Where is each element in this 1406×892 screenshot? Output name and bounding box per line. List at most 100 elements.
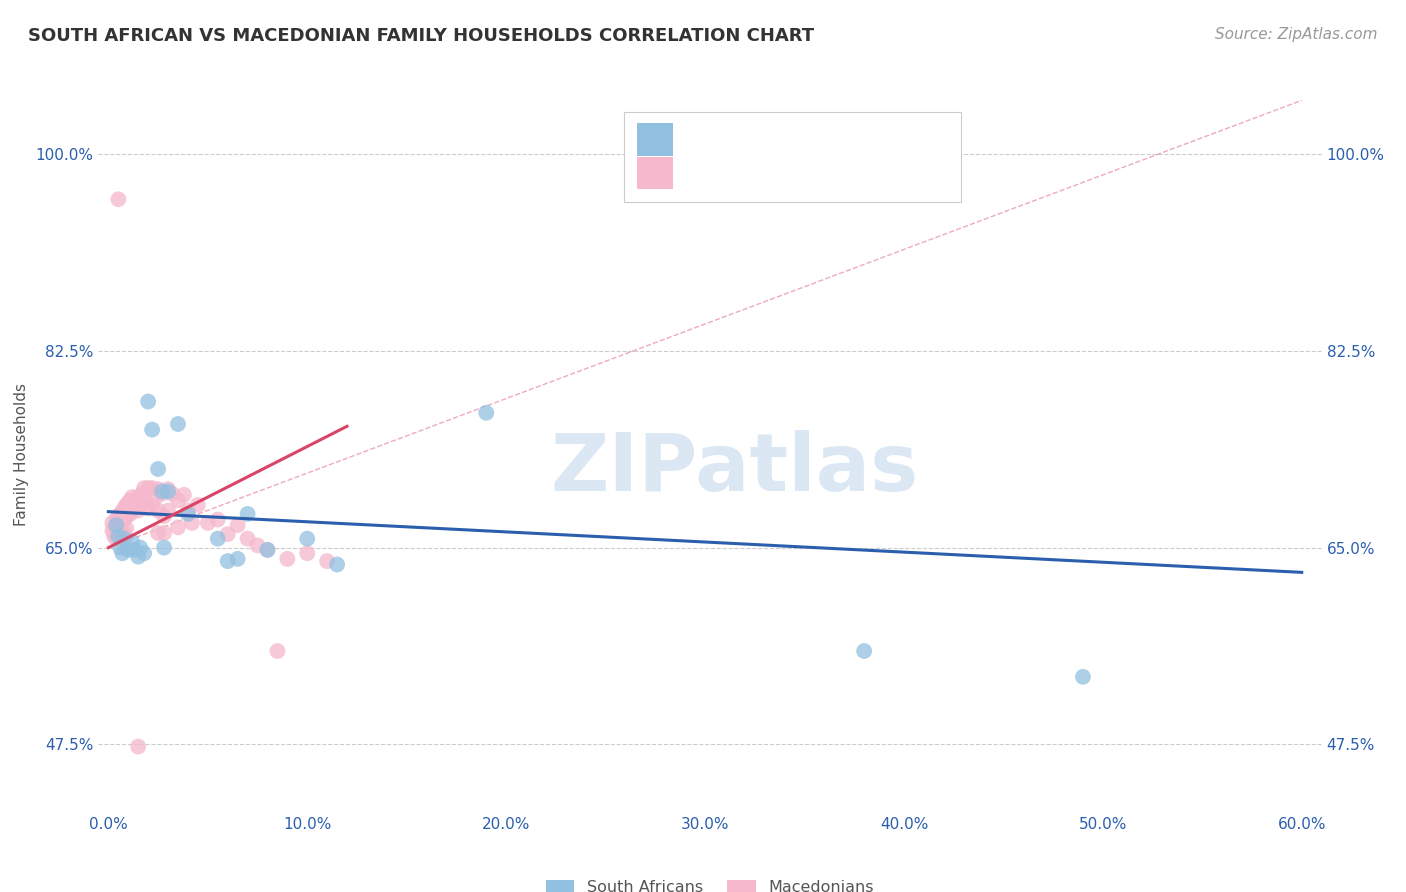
Point xyxy=(120,507,142,521)
Text: R = 0.425: R = 0.425 xyxy=(688,166,769,180)
Point xyxy=(226,552,249,566)
Point xyxy=(115,509,138,524)
Point xyxy=(475,406,498,420)
Point xyxy=(146,482,169,496)
Point xyxy=(107,509,129,524)
Point xyxy=(110,526,132,541)
Point xyxy=(150,486,173,500)
Point xyxy=(107,527,129,541)
Point xyxy=(110,541,132,555)
Point xyxy=(112,527,135,541)
Point xyxy=(105,532,128,546)
Point xyxy=(187,498,209,512)
Text: N = 29: N = 29 xyxy=(808,132,869,147)
Point xyxy=(167,417,190,431)
Point xyxy=(297,546,319,560)
Point xyxy=(120,493,142,508)
Bar xyxy=(637,123,673,155)
Point xyxy=(127,503,149,517)
Point xyxy=(256,542,278,557)
Point xyxy=(180,516,202,530)
Point xyxy=(236,507,259,521)
FancyBboxPatch shape xyxy=(624,112,960,202)
Point xyxy=(127,490,149,504)
Point xyxy=(105,518,128,533)
Point xyxy=(236,532,259,546)
Point xyxy=(111,546,134,560)
Point xyxy=(122,542,145,557)
Point xyxy=(167,493,190,508)
Point xyxy=(111,526,134,541)
Point xyxy=(276,552,298,566)
Point xyxy=(141,481,163,495)
Point xyxy=(134,546,156,560)
Point xyxy=(297,532,319,546)
Point xyxy=(197,516,219,530)
Point xyxy=(115,522,138,536)
Point xyxy=(136,394,159,409)
Point xyxy=(107,529,129,543)
Point xyxy=(326,558,349,572)
Point xyxy=(101,524,124,538)
Point xyxy=(105,512,128,526)
Point xyxy=(107,518,129,533)
Point xyxy=(101,516,124,530)
Point xyxy=(121,490,143,504)
Point xyxy=(129,541,152,555)
Point xyxy=(207,512,229,526)
Point xyxy=(131,486,153,500)
Point xyxy=(853,644,876,658)
Point xyxy=(177,507,200,521)
Point xyxy=(173,488,195,502)
Point xyxy=(145,490,167,504)
Point xyxy=(125,493,148,508)
Point xyxy=(110,516,132,530)
Point xyxy=(127,549,149,564)
Point xyxy=(112,512,135,526)
Point xyxy=(160,486,183,500)
Point xyxy=(110,507,132,521)
Point xyxy=(129,498,152,512)
Point xyxy=(157,482,180,496)
Text: N = 69: N = 69 xyxy=(808,166,869,180)
Legend: South Africans, Macedonians: South Africans, Macedonians xyxy=(540,873,880,892)
Point xyxy=(103,520,125,534)
Point xyxy=(111,515,134,529)
Text: SOUTH AFRICAN VS MACEDONIAN FAMILY HOUSEHOLDS CORRELATION CHART: SOUTH AFRICAN VS MACEDONIAN FAMILY HOUSE… xyxy=(28,27,814,45)
Point xyxy=(146,462,169,476)
Bar xyxy=(637,157,673,189)
Text: R = -0.131: R = -0.131 xyxy=(688,132,775,147)
Point xyxy=(217,554,239,568)
Point xyxy=(112,532,135,546)
Point xyxy=(157,484,180,499)
Point xyxy=(266,644,288,658)
Point xyxy=(122,498,145,512)
Point xyxy=(117,496,139,510)
Point xyxy=(226,518,249,533)
Point xyxy=(246,538,269,552)
Text: Source: ZipAtlas.com: Source: ZipAtlas.com xyxy=(1215,27,1378,42)
Point xyxy=(135,496,157,510)
Point xyxy=(1071,670,1094,684)
Point xyxy=(167,520,190,534)
Point xyxy=(107,192,129,206)
Point xyxy=(121,503,143,517)
Point xyxy=(153,509,176,524)
Point xyxy=(153,526,176,541)
Point xyxy=(157,503,180,517)
Point xyxy=(153,541,176,555)
Point xyxy=(150,484,173,499)
Point xyxy=(136,501,159,516)
Text: ZIPatlas: ZIPatlas xyxy=(550,430,918,508)
Point xyxy=(115,498,138,512)
Point xyxy=(146,526,169,541)
Point xyxy=(136,481,159,495)
Point xyxy=(127,739,149,754)
Y-axis label: Family Households: Family Households xyxy=(14,384,28,526)
Point xyxy=(117,542,139,557)
Point xyxy=(105,524,128,538)
Point xyxy=(103,529,125,543)
Point xyxy=(117,507,139,521)
Point xyxy=(121,535,143,549)
Point xyxy=(141,498,163,512)
